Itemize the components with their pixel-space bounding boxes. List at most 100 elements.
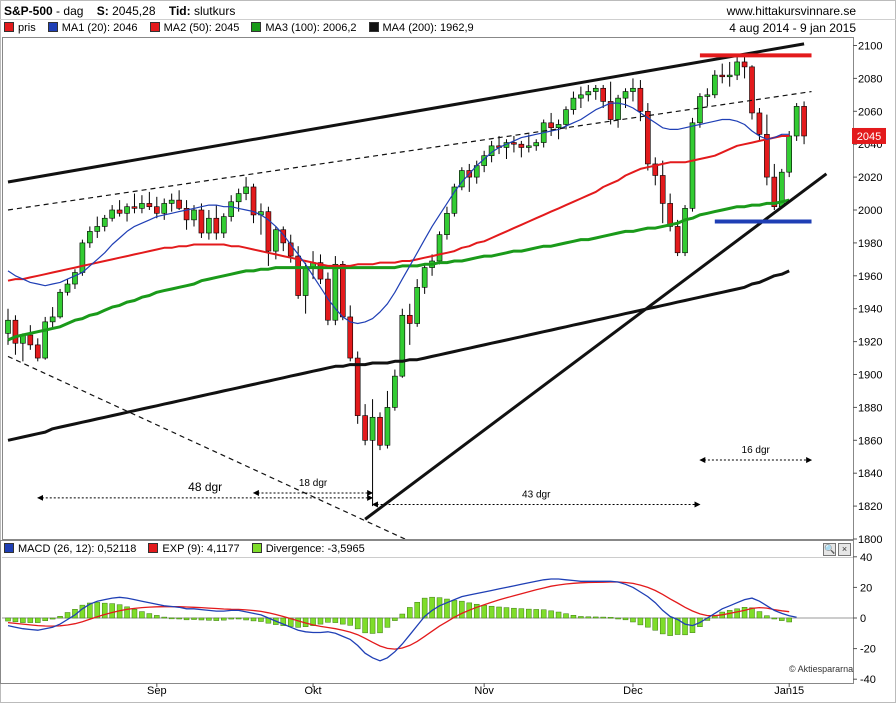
price-tick-label: 1800 [858, 534, 882, 546]
divergence-bar [756, 611, 763, 619]
candle-up [414, 287, 421, 324]
divergence-bar [94, 602, 101, 619]
divergence-bar [124, 606, 130, 619]
candle-up [786, 135, 793, 173]
candle-up [734, 61, 740, 76]
ma200-line [7, 269, 790, 442]
divergence-bar [325, 617, 331, 623]
x-tick-label: Nov [474, 685, 494, 697]
legend: pris MA1 (20): 2046 MA2 (50): 2045 MA3 (100… [4, 20, 486, 36]
divergence-bar [741, 607, 748, 619]
date-range: 4 aug 2014 - 9 jan 2015 [729, 21, 856, 35]
candle-up [332, 263, 339, 321]
macd-legend-swatch [4, 543, 14, 553]
divergence-bar [280, 617, 287, 626]
candle-up [704, 94, 711, 97]
candle-down [764, 134, 770, 178]
chart-header: S&P-500 - dag S: 2045,28 Tid: slutkurs [4, 3, 235, 19]
price-tick-label: 1940 [858, 304, 882, 316]
legend-swatch [251, 22, 262, 32]
site-url[interactable]: www.hittakursvinnare.se [726, 4, 856, 18]
divergence-bar [414, 601, 420, 619]
legend-swatch [368, 22, 379, 32]
close-icon[interactable]: × [838, 543, 851, 556]
candle-up [451, 186, 458, 214]
divergence-bar [585, 616, 592, 619]
divergence-bar [235, 617, 242, 620]
candle-up [5, 319, 11, 334]
divergence-bar [533, 609, 539, 619]
candle-up [711, 74, 718, 96]
candle-down [659, 175, 666, 204]
candle-up [101, 217, 108, 227]
divergence-bar [243, 617, 249, 621]
candle-up [421, 267, 428, 288]
x-tick-label: Okt [304, 685, 321, 697]
candle-down [377, 416, 383, 446]
candle-up [302, 267, 309, 296]
divergence-bar [518, 608, 525, 619]
divergence-bar [27, 617, 34, 623]
divergence-bar [459, 600, 465, 619]
candle-down [213, 217, 220, 234]
divergence-bar [258, 617, 264, 622]
candle-up [533, 142, 540, 147]
candle-up [161, 203, 168, 214]
price-tick-label: 1980 [858, 238, 882, 250]
candle-down [34, 344, 41, 359]
divergence-bar [578, 616, 584, 619]
price-tag-label: 2045 [857, 131, 881, 143]
legend-label: MA1 (20): 2046 [61, 22, 138, 34]
divergence-bar [615, 617, 621, 620]
legend-swatch [149, 22, 160, 32]
divergence-bar [555, 611, 562, 619]
divergence-bar [473, 603, 480, 619]
legend-swatch [4, 22, 14, 32]
divergence-bar [444, 598, 450, 619]
price-tick-label: 1900 [858, 370, 882, 382]
macd-tick-label: 40 [860, 552, 872, 564]
price-tick-label: 2080 [858, 73, 882, 85]
close-value: 2045,28 [112, 4, 156, 18]
price-panel [2, 37, 854, 540]
divergence-bar [764, 615, 770, 619]
price-tick-label: 1960 [858, 271, 882, 283]
candle-up [124, 206, 130, 214]
divergence-bar [451, 600, 458, 619]
candle-down [12, 319, 19, 344]
price-plot: 48 dgr 18 dgr 43 dgr 16 dgr [5, 42, 828, 539]
price-tick-label: 1920 [858, 337, 882, 349]
candle-up [64, 283, 71, 293]
candle-down [265, 211, 272, 252]
divergence-bar [57, 616, 63, 619]
candle-down [645, 111, 651, 165]
divergence-bar [659, 617, 666, 635]
candle-down [406, 314, 413, 324]
divergence-bar [377, 617, 383, 634]
candle-up [57, 291, 63, 318]
candle-down [354, 357, 361, 416]
candle-up [49, 316, 56, 323]
macd-legend-label: EXP (9): 4,1177 [162, 543, 240, 555]
divergence-bar [198, 617, 205, 621]
candle-down [27, 334, 34, 346]
divergence-bar [488, 605, 495, 619]
divergence-bar [64, 612, 71, 619]
legend-item: pris [4, 20, 36, 36]
price-tick-label: 1860 [858, 435, 882, 447]
divergence-bar [436, 597, 443, 619]
candle-up [228, 201, 234, 217]
divergence-bar [87, 602, 93, 619]
zoom-icon[interactable]: 🔍 [823, 543, 836, 556]
divergence-bar [407, 607, 413, 619]
divergence-bar [674, 617, 681, 635]
divergence-bar [131, 609, 138, 619]
candle-up [444, 212, 450, 235]
divergence-bar [154, 615, 160, 619]
divergence-bar [682, 617, 688, 636]
divergence-bar [347, 617, 353, 626]
divergence-bar [630, 617, 636, 623]
candle-down [607, 101, 614, 120]
candle-up [235, 193, 242, 203]
candle-up [139, 203, 145, 209]
